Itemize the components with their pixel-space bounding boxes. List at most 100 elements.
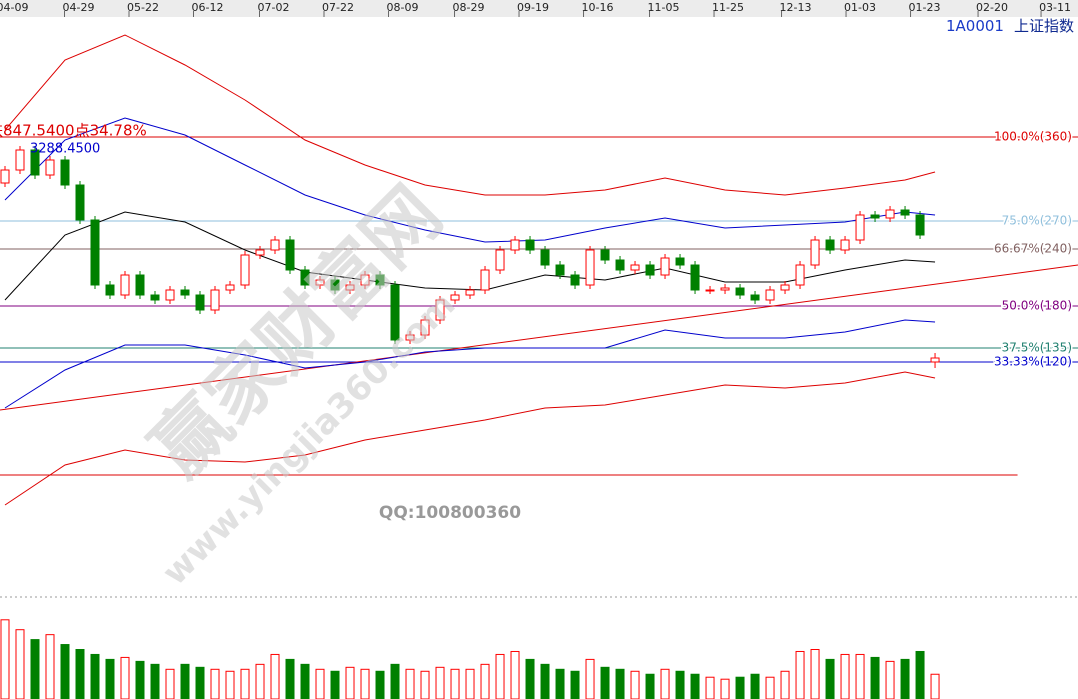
candle-body <box>720 287 730 291</box>
volume-bar <box>525 658 535 699</box>
candle-body <box>360 274 370 286</box>
candle-body <box>600 249 610 261</box>
candle-body <box>180 289 190 296</box>
volume-bar <box>675 670 685 699</box>
x-tick-label: 11-25 <box>712 1 744 14</box>
volume-bar <box>165 668 175 699</box>
volume-bar <box>780 670 790 699</box>
candle-body <box>885 209 895 219</box>
candle-body <box>780 284 790 291</box>
candle-body <box>450 294 460 301</box>
indicator-line <box>4 319 936 409</box>
index-code: 1A0001 上证指数 <box>946 17 1074 35</box>
candle-body <box>705 289 715 292</box>
x-tick-label: 02-20 <box>976 1 1008 14</box>
candle-body <box>330 279 340 291</box>
candle-body <box>30 149 40 176</box>
volume-bar <box>705 676 715 699</box>
candle-body <box>690 264 700 291</box>
volume-bar <box>255 663 265 699</box>
x-tick-label: 08-09 <box>387 1 419 14</box>
volume-bar <box>360 668 370 699</box>
candle-body <box>105 284 115 296</box>
candle-body <box>645 264 655 276</box>
candle-body <box>825 239 835 251</box>
volume-bar <box>915 650 925 699</box>
volume-bar <box>315 668 325 699</box>
volume-bar <box>390 663 400 699</box>
volume-bar <box>90 653 100 699</box>
candle-body <box>540 249 550 266</box>
candle-body <box>240 254 250 286</box>
candle-body <box>510 239 520 251</box>
level-label: 33.33%(120) <box>994 355 1072 369</box>
volume-bar <box>690 673 700 699</box>
price-label: 3288.4500 <box>30 142 100 157</box>
volume-bar <box>660 668 670 699</box>
candle-body <box>840 239 850 251</box>
volume-bar <box>150 663 160 699</box>
candle-body <box>390 284 400 341</box>
volume-bar <box>405 668 415 699</box>
candle-body <box>660 257 670 276</box>
volume-bar <box>75 649 85 699</box>
volume-bar <box>555 668 565 699</box>
volume-bar <box>570 670 580 699</box>
candle-body <box>300 269 310 286</box>
volume-bar <box>870 656 880 699</box>
candle-body <box>270 239 280 251</box>
volume-bar <box>630 670 640 699</box>
volume-bar <box>330 670 340 699</box>
x-tick-label: 08-29 <box>453 1 485 14</box>
volume-bar <box>45 634 55 699</box>
level-label: 50.0%(180) <box>1002 299 1072 313</box>
volume-bar <box>510 650 520 699</box>
volume-bar <box>825 658 835 699</box>
indicator-line <box>4 371 936 506</box>
x-tick-label: 03-11 <box>1039 1 1071 14</box>
date-band <box>0 0 1078 17</box>
volume-bar <box>600 666 610 699</box>
indicator-line <box>4 117 936 243</box>
volume-bar <box>765 676 775 699</box>
candle-body <box>435 299 445 321</box>
volume-bar <box>180 663 190 699</box>
candle-body <box>465 289 475 296</box>
candle-body <box>60 159 70 186</box>
candle-body <box>255 249 265 256</box>
candle-body <box>75 184 85 221</box>
x-tick-label: 05-22 <box>127 1 159 14</box>
volume-bar <box>810 649 820 699</box>
volume-bar <box>135 660 145 699</box>
volume-bar <box>240 668 250 699</box>
candle-body <box>915 214 925 236</box>
candle-body <box>630 264 640 271</box>
candle-body <box>750 294 760 301</box>
candle-body <box>495 249 505 271</box>
x-tick-label: 01-03 <box>844 1 876 14</box>
level-label: 100.0%(360) <box>994 130 1072 144</box>
candle-body <box>135 274 145 296</box>
code: 1A0001 <box>946 17 1004 35</box>
candle-body <box>210 289 220 311</box>
candle-body <box>375 274 385 286</box>
candle-body <box>870 214 880 219</box>
candle-body <box>0 169 10 184</box>
volume-bar <box>345 666 355 699</box>
volume-bar <box>270 653 280 699</box>
volume-bar <box>750 673 760 699</box>
candle-body <box>420 319 430 336</box>
candle-body <box>855 214 865 241</box>
volume-bar <box>105 658 115 699</box>
level-label: 37.5%(135) <box>1002 341 1072 355</box>
volume-bar <box>930 673 940 699</box>
candle-body <box>615 259 625 271</box>
volume-bar <box>225 670 235 699</box>
candle-body <box>225 284 235 291</box>
candle-body <box>930 357 940 363</box>
volume-bar <box>30 639 40 699</box>
indicator-line <box>4 34 936 196</box>
candle-body <box>45 159 55 176</box>
x-tick-label: 06-12 <box>192 1 224 14</box>
level-label: 66.67%(240) <box>994 242 1072 256</box>
